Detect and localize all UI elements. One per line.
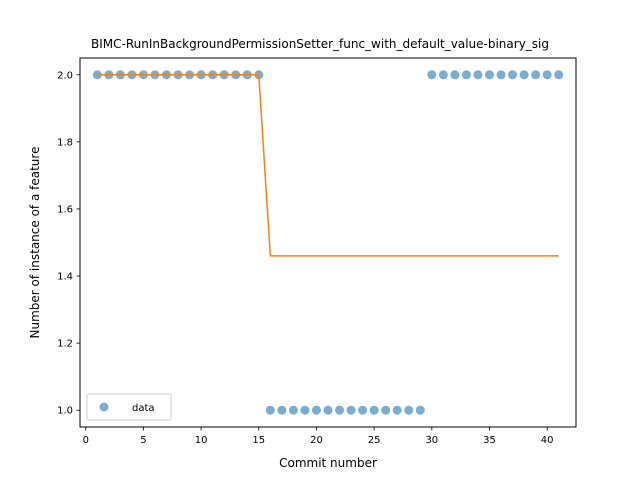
x-tick-label: 25 bbox=[368, 435, 381, 446]
data-point bbox=[542, 70, 552, 80]
data-point bbox=[473, 70, 483, 80]
data-point bbox=[496, 70, 506, 80]
x-tick-label: 15 bbox=[252, 435, 265, 446]
x-tick-label: 10 bbox=[195, 435, 208, 446]
data-point bbox=[531, 70, 541, 80]
y-tick-label: 1.2 bbox=[57, 339, 73, 350]
x-tick-label: 20 bbox=[310, 435, 323, 446]
data-point bbox=[300, 405, 310, 415]
data-point bbox=[288, 405, 298, 415]
data-point bbox=[415, 405, 425, 415]
legend-label-data: data bbox=[132, 403, 155, 414]
y-tick-label: 1.8 bbox=[57, 137, 73, 148]
data-point bbox=[277, 405, 287, 415]
y-axis-label: Number of instance of a feature bbox=[28, 147, 42, 339]
y-tick-label: 1.0 bbox=[57, 406, 73, 417]
data-point bbox=[461, 70, 471, 80]
plot-area-frame bbox=[79, 57, 577, 428]
trend-line bbox=[97, 74, 559, 257]
x-tick-label: 35 bbox=[483, 435, 496, 446]
data-point bbox=[346, 405, 356, 415]
x-axis-label: Commit number bbox=[279, 456, 377, 470]
x-tick-label: 5 bbox=[140, 435, 146, 446]
data-point bbox=[265, 405, 275, 415]
y-tick-label: 1.6 bbox=[57, 204, 73, 215]
data-point bbox=[323, 405, 333, 415]
x-tick-label: 0 bbox=[83, 435, 89, 446]
y-tick-label: 2.0 bbox=[57, 70, 73, 81]
y-tick-label: 1.4 bbox=[57, 272, 73, 283]
data-point bbox=[427, 70, 437, 80]
plot-marks bbox=[92, 70, 564, 415]
legend: data bbox=[86, 393, 172, 421]
data-point bbox=[554, 70, 564, 80]
data-point bbox=[358, 405, 368, 415]
data-point bbox=[381, 405, 391, 415]
x-tick-label: 40 bbox=[541, 435, 554, 446]
legend-box bbox=[86, 393, 172, 421]
data-point bbox=[311, 405, 321, 415]
data-point bbox=[484, 70, 494, 80]
axis-ticks: 0 5 10 15 20 25 30 35 40 1.0 1.2 1.4 1.6 1.8 2.0 bbox=[57, 70, 553, 446]
data-point bbox=[369, 405, 379, 415]
data-point bbox=[392, 405, 402, 415]
data-point bbox=[519, 70, 529, 80]
data-point bbox=[404, 405, 414, 415]
legend-marker-data bbox=[99, 402, 109, 412]
data-point bbox=[335, 405, 345, 415]
chart-title: BIMC-RunInBackgroundPermissionSetter_fun… bbox=[91, 37, 549, 51]
data-point bbox=[438, 70, 448, 80]
x-tick-label: 30 bbox=[425, 435, 438, 446]
data-point bbox=[450, 70, 460, 80]
data-point bbox=[508, 70, 518, 80]
